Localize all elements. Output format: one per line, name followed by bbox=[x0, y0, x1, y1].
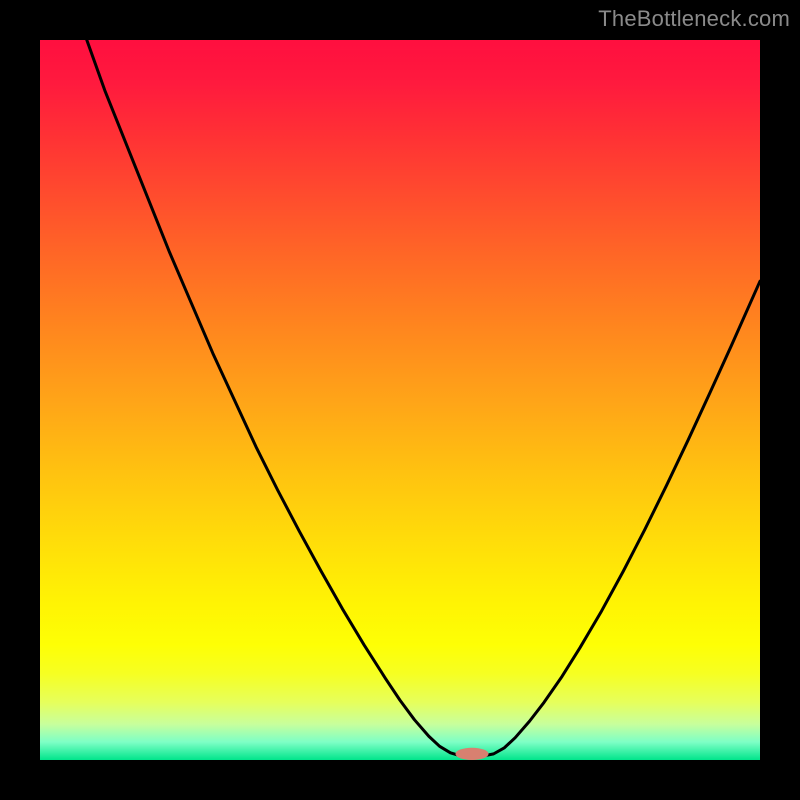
bottleneck-chart bbox=[0, 0, 800, 800]
plot-gradient-background bbox=[40, 40, 760, 760]
watermark-text: TheBottleneck.com bbox=[598, 6, 790, 32]
optimum-marker bbox=[455, 748, 488, 760]
chart-wrapper: TheBottleneck.com bbox=[0, 0, 800, 800]
